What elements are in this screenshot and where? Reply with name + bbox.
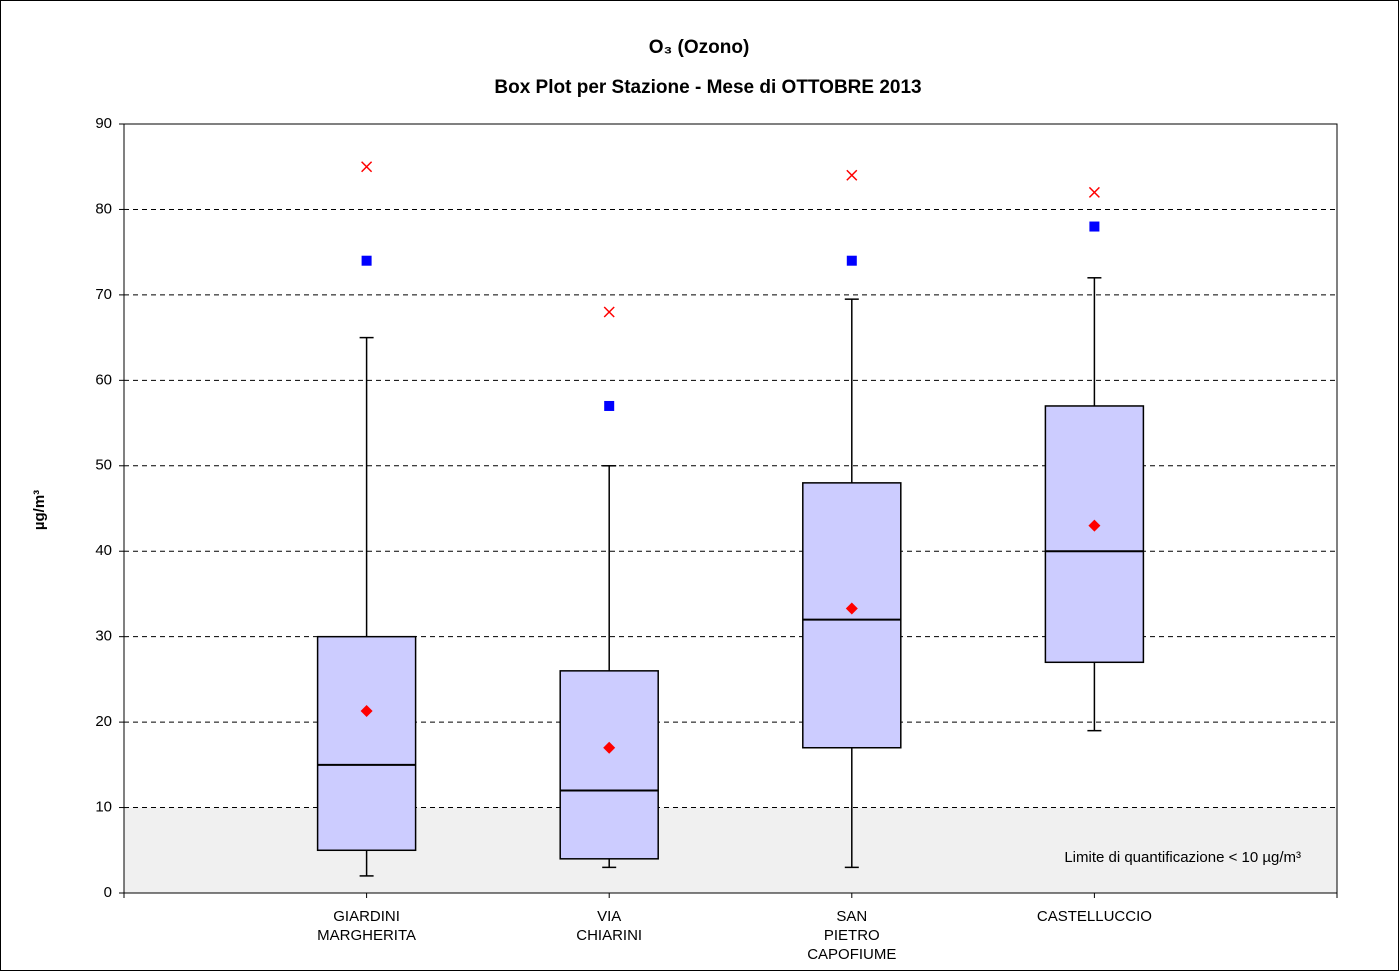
p98-marker bbox=[361, 255, 372, 266]
y-tick-label: 90 bbox=[95, 115, 112, 132]
annotation: Limite di quantificazione < 10 µg/m³ bbox=[1064, 849, 1301, 866]
peak-marker bbox=[361, 161, 373, 173]
box bbox=[559, 670, 659, 860]
mean-marker bbox=[603, 741, 616, 754]
p98-marker bbox=[604, 400, 615, 411]
x-tick-label: CASTELLUCCIO bbox=[1037, 908, 1152, 925]
plot-frame bbox=[123, 123, 1338, 894]
x-tick-label: SAN PIETRO CAPOFIUME bbox=[807, 908, 896, 963]
chart-subtitle: Box Plot per Stazione - Mese di OTTOBRE … bbox=[494, 77, 921, 98]
y-tick-label: 30 bbox=[95, 628, 112, 645]
peak-marker bbox=[1088, 186, 1100, 198]
box bbox=[1044, 405, 1145, 664]
p98-marker bbox=[1089, 221, 1100, 232]
mean-marker bbox=[360, 705, 373, 718]
mean-marker bbox=[1088, 519, 1101, 532]
chart-title: O₃ (Ozono) bbox=[649, 37, 750, 58]
y-tick-label: 60 bbox=[95, 371, 112, 388]
y-tick-label: 20 bbox=[95, 713, 112, 730]
y-axis-label: µg/m³ bbox=[31, 490, 48, 530]
y-tick-label: 50 bbox=[95, 457, 112, 474]
x-tick-label: GIARDINI MARGHERITA bbox=[317, 908, 416, 944]
peak-marker bbox=[603, 306, 615, 318]
x-tick-label: VIA CHIARINI bbox=[576, 908, 642, 944]
y-tick-label: 10 bbox=[95, 799, 112, 816]
y-tick-label: 0 bbox=[104, 884, 112, 901]
peak-marker bbox=[846, 169, 858, 181]
mean-marker bbox=[845, 602, 858, 615]
y-tick-label: 70 bbox=[95, 286, 112, 303]
box bbox=[802, 482, 902, 749]
y-tick-label: 80 bbox=[95, 200, 112, 217]
box bbox=[316, 635, 417, 852]
y-tick-label: 40 bbox=[95, 542, 112, 559]
p98-marker bbox=[846, 255, 857, 266]
